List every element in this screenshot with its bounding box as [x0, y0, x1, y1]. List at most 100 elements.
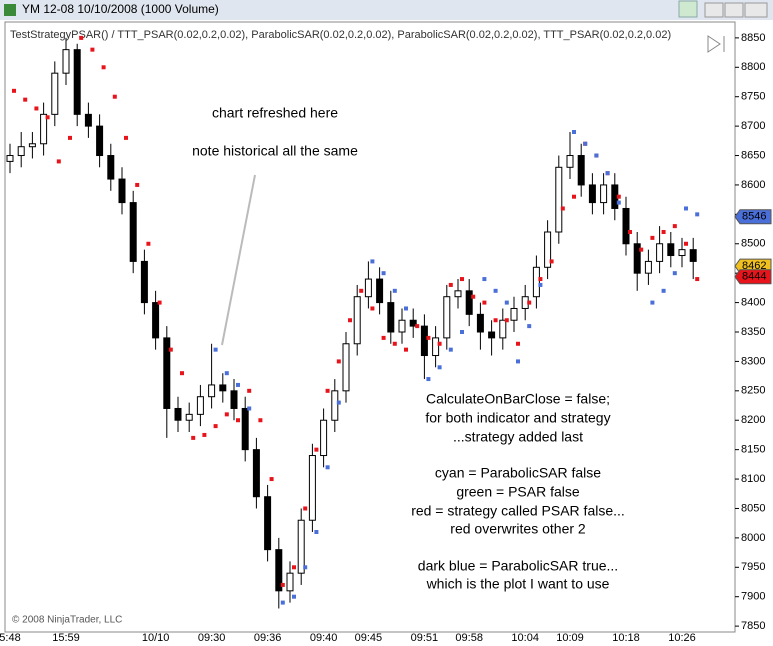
x-tick-label: 10:18 — [612, 632, 640, 644]
sar-dot — [325, 388, 330, 393]
candle-body — [364, 278, 372, 298]
copyright: © 2008 NinjaTrader, LLC — [12, 615, 122, 626]
sar-dot — [45, 115, 50, 120]
candle-body — [432, 337, 440, 357]
candle-body — [185, 413, 193, 421]
sar-dot — [616, 200, 621, 205]
candle-body — [342, 343, 350, 392]
sar-dot — [482, 300, 487, 305]
sar-dot — [650, 300, 655, 305]
candle-body — [28, 143, 36, 148]
x-tick-label: 09:45 — [355, 632, 383, 644]
candle-body — [644, 260, 652, 274]
sar-dot — [34, 106, 39, 111]
sar-dot — [504, 300, 509, 305]
close-button[interactable] — [744, 2, 768, 18]
annotation: dark blue = ParabolicSAR true... — [418, 558, 618, 574]
sar-dot — [493, 288, 498, 293]
price-marker-label: 8462 — [742, 260, 766, 272]
sar-dot — [549, 259, 554, 264]
y-tick-label: 8150 — [741, 444, 765, 456]
annotation: CalculateOnBarClose = false; — [426, 391, 610, 407]
sar-dot — [639, 247, 644, 252]
sar-dot — [684, 241, 688, 246]
sar-dot — [616, 194, 621, 199]
candle-body — [622, 207, 630, 245]
restore-button[interactable] — [678, 0, 698, 18]
y-tick-label: 7950 — [741, 561, 765, 573]
candle-body — [163, 337, 171, 409]
sar-dot — [672, 271, 677, 276]
sar-dot — [224, 371, 229, 376]
annotation: chart refreshed here — [212, 105, 338, 121]
sar-dot — [661, 288, 666, 293]
window-title: YM 12-08 10/10/2008 (1000 Volume) — [22, 2, 219, 16]
candle-body — [219, 384, 227, 392]
sar-dot — [516, 359, 520, 364]
x-tick-label: 09:30 — [198, 632, 226, 644]
candle-body — [387, 302, 395, 333]
sar-dot — [336, 359, 341, 364]
candle-body — [152, 302, 160, 339]
candle-body — [443, 296, 451, 339]
x-tick-label: 10:26 — [668, 632, 696, 644]
candle-body — [398, 319, 406, 333]
sar-dot — [437, 365, 442, 370]
sar-dot — [504, 318, 509, 323]
sar-dot — [572, 130, 576, 134]
candle-body — [264, 496, 272, 551]
sar-dot — [527, 324, 532, 329]
candle-body — [40, 113, 48, 145]
candle-body — [174, 407, 182, 421]
candle-body — [331, 390, 339, 421]
y-tick-label: 7900 — [741, 591, 765, 603]
sar-dot — [157, 300, 162, 305]
sar-dot — [124, 135, 128, 140]
sar-dot — [404, 347, 408, 352]
sar-dot — [23, 97, 28, 102]
annotation: note historical all the same — [192, 143, 358, 159]
candle-body — [286, 572, 294, 592]
y-tick-label: 8750 — [741, 91, 765, 103]
sar-dot — [336, 400, 341, 405]
sar-dot — [303, 565, 308, 570]
candle-body — [308, 455, 316, 521]
candle-body — [241, 407, 249, 451]
candle-body — [129, 202, 137, 262]
candle-body — [62, 49, 70, 74]
minimize-button[interactable] — [704, 2, 724, 18]
price-marker-label: 8546 — [742, 211, 766, 223]
candle-body — [409, 319, 417, 327]
sar-dot — [460, 330, 464, 334]
sar-dot — [415, 324, 420, 329]
sar-dot — [292, 594, 296, 599]
price-marker — [734, 209, 772, 225]
price-marker-label: 8444 — [742, 271, 766, 283]
sar-dot — [202, 432, 207, 437]
candle-body — [656, 243, 664, 262]
y-tick-label: 8850 — [741, 32, 765, 44]
candle-body — [600, 184, 608, 204]
y-tick-label: 8000 — [741, 532, 765, 544]
sar-dot — [661, 230, 666, 234]
sar-dot — [583, 141, 588, 146]
y-tick-label: 8800 — [741, 61, 765, 73]
y-tick-label: 7850 — [741, 620, 765, 632]
sar-dot — [247, 406, 252, 411]
x-tick-label: 5:48 — [0, 632, 21, 644]
sar-dot — [527, 300, 532, 305]
sar-dot — [180, 371, 184, 376]
candle-body — [196, 396, 204, 415]
sar-dot — [247, 388, 252, 393]
candle-body — [689, 249, 697, 262]
sar-dot — [79, 35, 84, 40]
sar-dot — [538, 282, 543, 287]
sar-dot — [236, 418, 240, 423]
sar-dot — [695, 212, 700, 217]
y-tick-label: 8650 — [741, 149, 765, 161]
scroll-icon[interactable] — [707, 35, 725, 53]
sar-dot — [101, 65, 106, 70]
sar-dot — [426, 377, 431, 382]
maximize-button[interactable] — [724, 2, 744, 18]
annotation: which is the plot I want to use — [426, 576, 610, 592]
